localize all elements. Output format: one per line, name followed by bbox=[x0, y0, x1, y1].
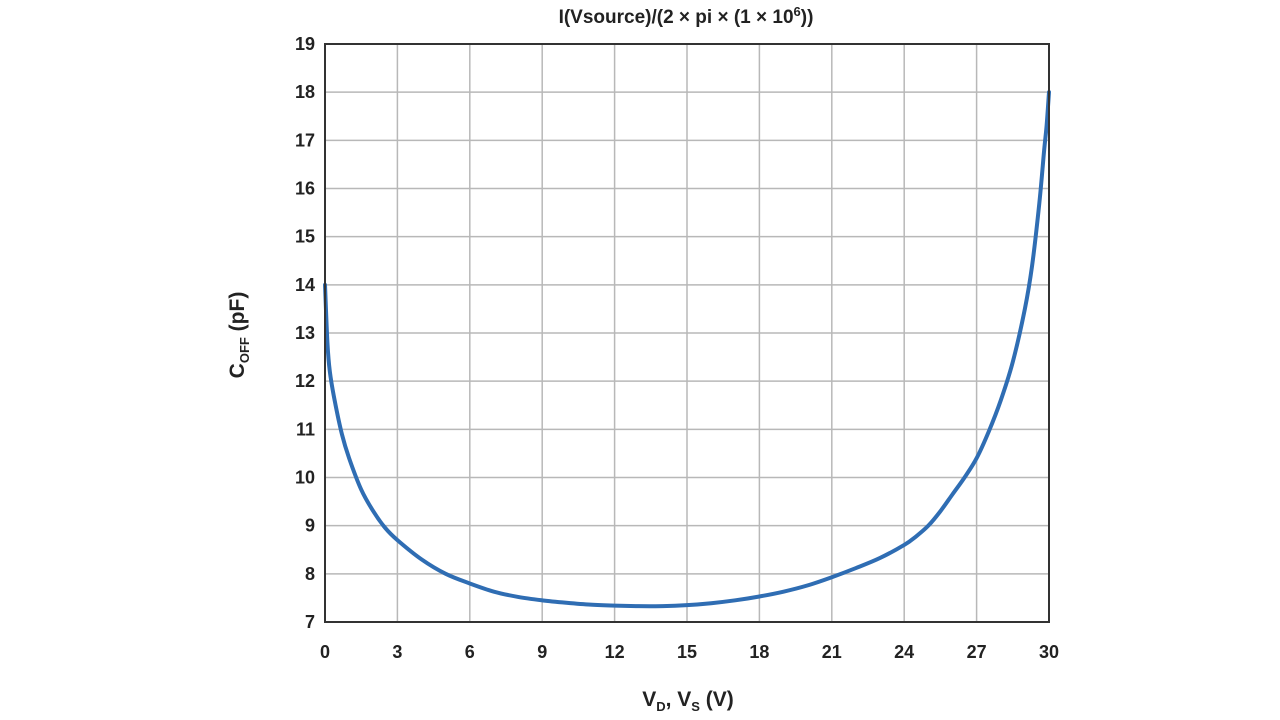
y-tick-label: 9 bbox=[305, 516, 315, 536]
x-axis-label: VD, VS (V) bbox=[642, 688, 734, 714]
series-line bbox=[323, 90, 1051, 609]
y-tick-label: 8 bbox=[305, 564, 315, 584]
x-tick-label: 30 bbox=[1039, 642, 1059, 662]
x-tick-label: 6 bbox=[465, 642, 475, 662]
series-layer bbox=[323, 90, 1051, 609]
y-tick-label: 17 bbox=[295, 130, 315, 150]
y-tick-label: 13 bbox=[295, 323, 315, 343]
plot-frame bbox=[324, 43, 1050, 623]
y-tick-labels: 7 8 9 10 11 12 13 14 15 16 17 18 19 bbox=[295, 34, 315, 632]
y-tick-label: 12 bbox=[295, 371, 315, 391]
gridlines bbox=[324, 43, 1050, 623]
x-tick-labels: 0 3 6 9 12 15 18 21 24 27 30 bbox=[320, 642, 1059, 662]
x-tick-label: 0 bbox=[320, 642, 330, 662]
y-tick-label: 10 bbox=[295, 468, 315, 488]
x-tick-label: 27 bbox=[967, 642, 987, 662]
y-tick-label: 16 bbox=[295, 179, 315, 199]
y-tick-label: 15 bbox=[295, 227, 315, 247]
y-tick-label: 14 bbox=[295, 275, 315, 295]
y-tick-label: 19 bbox=[295, 34, 315, 54]
x-tick-label: 18 bbox=[749, 642, 769, 662]
x-tick-label: 21 bbox=[822, 642, 842, 662]
x-tick-label: 12 bbox=[605, 642, 625, 662]
x-tick-label: 15 bbox=[677, 642, 697, 662]
y-tick-label: 11 bbox=[296, 419, 315, 439]
x-tick-label: 9 bbox=[537, 642, 547, 662]
y-axis-label: COFF (pF) bbox=[226, 292, 252, 379]
y-tick-label: 18 bbox=[295, 82, 315, 102]
x-tick-label: 24 bbox=[894, 642, 914, 662]
y-tick-label: 7 bbox=[305, 612, 315, 632]
x-tick-label: 3 bbox=[392, 642, 402, 662]
chart-title: I(Vsource)/(2 × pi × (1 × 106)) bbox=[559, 4, 814, 28]
